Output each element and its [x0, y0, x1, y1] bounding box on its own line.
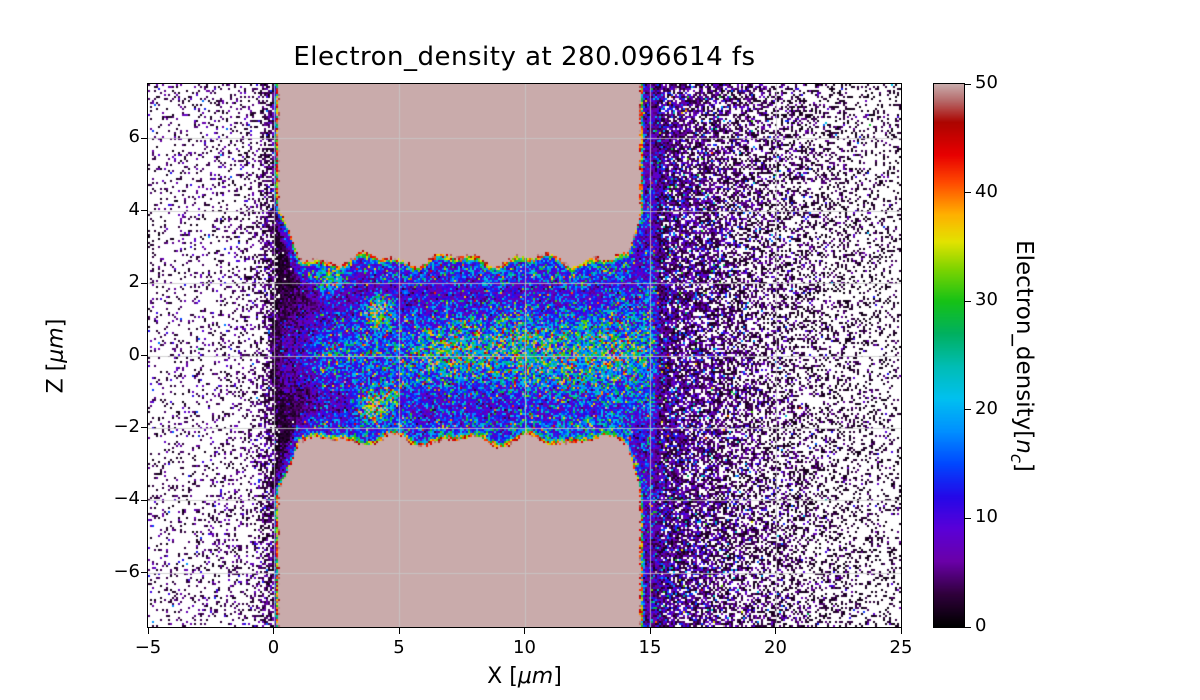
- colorbar-gradient: [934, 84, 964, 627]
- x-axis-label: X [μm]: [148, 664, 901, 689]
- x-tick-label: 25: [889, 637, 913, 658]
- y-tick-label: 2: [128, 271, 140, 293]
- y-tick-mark: [141, 499, 147, 501]
- y-tick-mark: [141, 572, 147, 574]
- colorbar-tick-mark: [965, 517, 971, 519]
- y-axis-label-pre: Z [: [43, 362, 69, 394]
- colorbar-label-sub: c: [1007, 453, 1027, 463]
- x-tick-label: 5: [393, 637, 405, 658]
- y-axis-label-unit: μm: [43, 327, 69, 363]
- colorbar-tick-label: 20: [975, 397, 998, 419]
- y-tick-mark: [141, 210, 147, 212]
- colorbar-tick-mark: [965, 626, 971, 628]
- y-tick-label: 6: [128, 126, 140, 148]
- x-tick-mark: [398, 628, 400, 634]
- colorbar-label-post: ]: [1010, 462, 1037, 472]
- x-tick-label: −5: [134, 637, 162, 658]
- y-tick-mark: [141, 282, 147, 284]
- colorbar-tick-label: 40: [975, 180, 998, 202]
- x-tick-mark: [649, 628, 651, 634]
- y-tick-label: 0: [128, 343, 140, 365]
- x-tick-label: 20: [764, 637, 787, 658]
- x-tick-mark: [524, 628, 525, 634]
- x-tick-label: 0: [267, 637, 280, 658]
- y-tick-label: −2: [113, 415, 140, 437]
- colorbar-tick-label: 10: [975, 506, 998, 528]
- x-tick-mark: [147, 628, 149, 634]
- y-tick-mark: [141, 355, 147, 356]
- x-tick-label: 15: [638, 637, 662, 658]
- y-tick-label: −4: [113, 488, 140, 510]
- x-tick-mark: [900, 628, 902, 634]
- x-tick-mark: [273, 628, 274, 634]
- colorbar-tick-mark: [965, 409, 971, 411]
- colorbar-tick-label: 0: [975, 615, 987, 636]
- y-tick-label: 4: [128, 198, 140, 220]
- x-axis-label-unit: μm: [517, 664, 554, 689]
- x-axis-label-pre: X [: [487, 664, 518, 689]
- y-tick-label: −6: [113, 560, 140, 582]
- colorbar-tick-mark: [965, 83, 971, 85]
- y-axis-label-post: ]: [43, 318, 69, 328]
- colorbar-label: Electron_density[nc]: [1007, 240, 1037, 472]
- heatmap-canvas: [148, 84, 901, 627]
- x-axis-label-post: ]: [553, 664, 562, 689]
- y-axis-label: Z [μm]: [44, 319, 69, 394]
- chart-title: Electron_density at 280.096614 fs: [293, 42, 756, 72]
- y-tick-mark: [141, 427, 147, 429]
- y-tick-mark: [141, 137, 147, 139]
- colorbar-tick-label: 50: [975, 72, 998, 93]
- x-tick-mark: [775, 628, 776, 634]
- colorbar-tick-mark: [965, 300, 971, 302]
- x-tick-label: 10: [513, 637, 536, 658]
- colorbar-tick-mark: [965, 192, 971, 194]
- colorbar-tick-label: 30: [975, 289, 998, 311]
- colorbar-label-var: n: [1010, 439, 1037, 454]
